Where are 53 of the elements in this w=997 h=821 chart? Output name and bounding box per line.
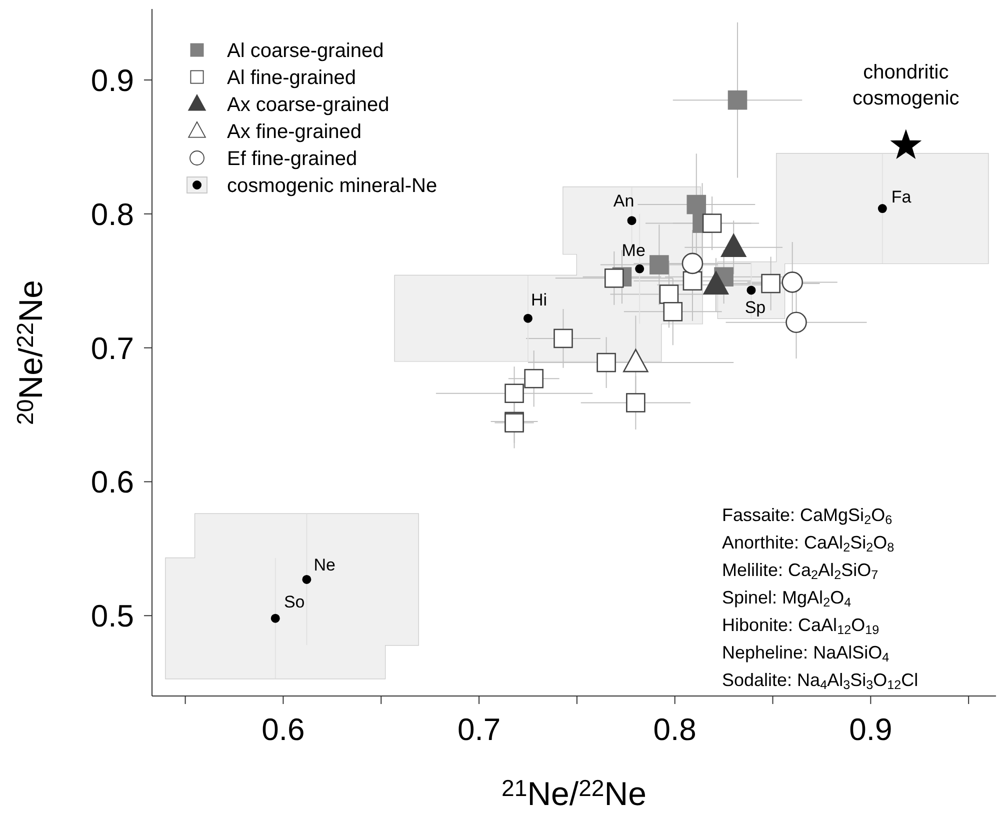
y-tick-label: 0.7 [90, 330, 134, 366]
annotation: An [613, 192, 634, 211]
point [270, 614, 280, 623]
point [891, 130, 921, 158]
annotation: Hibonite: CaAl$_{12}$O$_{19}$ [722, 615, 880, 638]
y-tick-label: 0.6 [90, 464, 134, 500]
point [523, 314, 532, 323]
legend-label: Al coarse-grained [227, 40, 384, 62]
point [761, 274, 780, 294]
annotation: Fa [891, 188, 912, 207]
annotation: Hi [530, 290, 548, 310]
text: Sodalite: Na$_{4}$Al$_{3}$Si$_{3}$O$_{12}$Cl [722, 670, 918, 692]
annotation: Me [622, 240, 646, 260]
annotation: Ne [314, 555, 336, 574]
point [650, 255, 669, 274]
y-tick-label: 0.8 [90, 196, 134, 232]
point [682, 252, 704, 274]
legend-label: Al fine-grained [227, 67, 356, 89]
point [702, 214, 722, 233]
annotation: Nepheline: NaAlSiO$_{4}$ [722, 642, 890, 665]
annotation: Sp [744, 298, 766, 318]
point [302, 574, 312, 584]
point [878, 204, 887, 214]
point [686, 194, 706, 214]
annotation: Fassaite: CaMgSi$_{2}$O$_{6}$ [722, 505, 892, 528]
x-tick-label: 0.7 [457, 712, 501, 748]
point [663, 302, 683, 322]
y-tick-label: 0.5 [90, 598, 134, 634]
point [627, 216, 636, 226]
point [504, 413, 524, 432]
point [596, 352, 616, 372]
annotation: chondritic cosmogenic [852, 62, 960, 110]
point [782, 272, 803, 293]
legend-label: cosmogenic mineral-Ne [227, 175, 438, 197]
point [554, 328, 573, 348]
y-tick-label: 0.9 [90, 62, 134, 98]
point [659, 284, 679, 304]
point [746, 286, 756, 295]
x-tick-label: 0.8 [653, 712, 696, 748]
annotation: Spinel: MgAl$_{2}$O$_{4}$ [722, 588, 852, 610]
x-tick-label: 0.9 [849, 712, 892, 748]
legend-label: Ax coarse-grained [227, 94, 390, 116]
point [604, 268, 624, 288]
annotation: Anorthite: CaAl$_{2}$Si$_{2}$O$_{8}$ [722, 532, 894, 555]
x-tick-label: 0.6 [262, 712, 305, 748]
annotation: So [284, 592, 305, 612]
point [682, 271, 702, 291]
point [635, 264, 644, 274]
x-axis-title: $^{21}$Ne/$^{22}$Ne [502, 774, 646, 812]
annotation: Melilite: Ca$_{2}$Al$_{2}$SiO$_{7}$ [722, 560, 878, 582]
legend-label: Ax fine-grained [227, 121, 362, 143]
legend-label: Ef fine-grained [227, 148, 358, 170]
point [728, 90, 748, 110]
